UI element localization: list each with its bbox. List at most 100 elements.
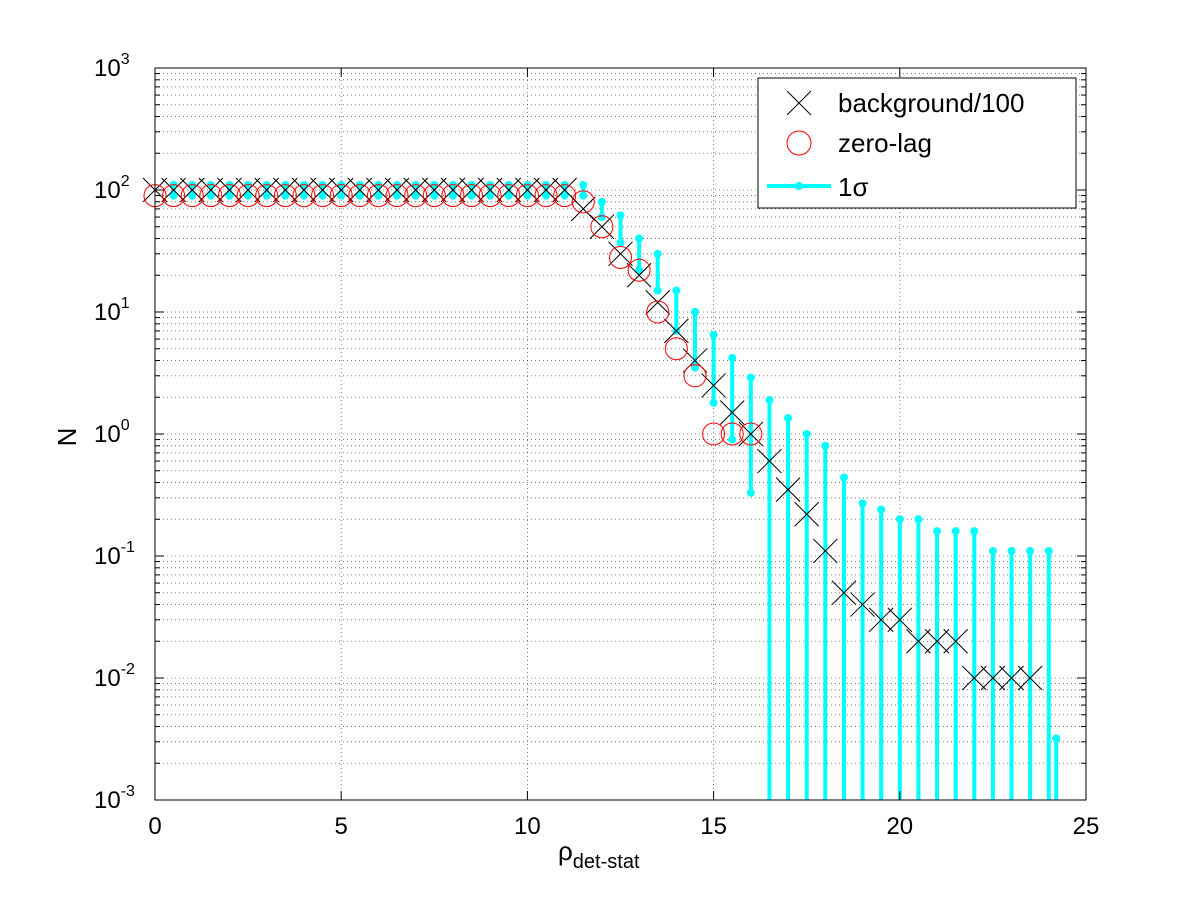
- sigma-lower-point: [728, 435, 737, 444]
- x-axis-label: ρdet-stat: [558, 836, 640, 873]
- background-point: [645, 289, 671, 315]
- background-point: [850, 592, 875, 617]
- sigma-upper-point: [821, 441, 830, 450]
- background-point-stroke: [831, 580, 857, 606]
- sigma-upper-point: [784, 414, 793, 423]
- y-tick-label: 10-3: [94, 783, 135, 814]
- sigma-lower-point: [504, 191, 513, 200]
- sigma-upper-point: [1052, 734, 1061, 743]
- background-series: [142, 177, 1043, 691]
- sigma-upper-point: [597, 197, 606, 206]
- background-point-stroke: [1017, 665, 1043, 691]
- background-point: [570, 196, 596, 222]
- background-point-stroke: [961, 665, 987, 691]
- zero-lag-point: [404, 184, 428, 208]
- sigma-upper-point: [858, 499, 867, 508]
- background-point-stroke: [701, 373, 726, 398]
- sigma-upper-point: [728, 353, 737, 362]
- sigma-upper-point: [970, 527, 979, 536]
- background-point-stroke: [980, 665, 1006, 691]
- sigma-lower-point: [542, 191, 551, 200]
- y-tick-label: 103: [94, 51, 130, 82]
- zero-lag-point: [571, 190, 595, 214]
- y-tick-label-base: 10: [94, 665, 121, 692]
- zero-lag-point: [553, 184, 577, 208]
- zero-lag-point: [460, 184, 484, 208]
- sigma-upper-point: [1026, 546, 1035, 555]
- sigma-upper-point: [690, 308, 699, 316]
- y-tick-label-base: 10: [94, 55, 121, 82]
- sigma-lower-point: [411, 191, 420, 200]
- background-point-stroke: [812, 538, 838, 564]
- background-point: [664, 318, 689, 344]
- sigma-lower-point: [355, 191, 364, 200]
- background-point-stroke: [757, 448, 782, 474]
- sigma-upper-point: [616, 211, 625, 220]
- background-point-stroke: [664, 318, 689, 344]
- zero-lag-point: [385, 184, 409, 208]
- background-point: [924, 628, 950, 654]
- y-tick-label-base: 10: [94, 787, 121, 814]
- sigma-lower-point: [635, 266, 644, 275]
- background-point: [980, 665, 1006, 691]
- y-tick-label: 10-1: [94, 539, 135, 570]
- sigma-lower-point: [318, 191, 327, 200]
- zero-lag-series: [143, 184, 763, 446]
- background-point: [626, 262, 652, 288]
- zero-lag-point: [255, 184, 279, 208]
- sigma-upper-point: [877, 505, 886, 514]
- sigma-upper-point: [933, 527, 942, 536]
- legend-marker-sigma: [767, 182, 831, 190]
- y-tick-label-base: 10: [94, 421, 121, 448]
- zero-lag-point: [292, 184, 316, 208]
- sigma-upper-point: [895, 515, 904, 524]
- zero-lag-point: [366, 184, 390, 208]
- zero-lag-point: [627, 258, 651, 282]
- sigma-upper-point: [988, 546, 997, 555]
- sigma-lower-point: [281, 191, 290, 200]
- background-point: [1017, 665, 1043, 691]
- background-point-stroke: [645, 289, 671, 315]
- y-tick-label: 101: [94, 295, 130, 326]
- background-point: [999, 665, 1024, 691]
- sigma-lower-point: [244, 191, 253, 200]
- sigma-upper-point: [746, 373, 755, 382]
- zero-lag-point: [273, 184, 297, 208]
- background-point-stroke: [794, 501, 820, 527]
- axis-ticks: [154, 67, 1087, 801]
- x-tick-label: 20: [886, 813, 913, 840]
- y-tick-label-base: 10: [94, 543, 121, 570]
- legend-marker-zero-lag: [786, 130, 812, 156]
- zero-lag-point: [534, 184, 558, 208]
- sigma-lower-point: [225, 191, 234, 200]
- zero-lag-point: [329, 184, 353, 208]
- y-tick-label-exponent: 0: [121, 417, 130, 434]
- zero-lag-point: [702, 422, 726, 446]
- legend-label-zero-lag: zero-lag: [838, 128, 932, 158]
- x-tick-labels: 0 5 10 15 20 25: [148, 813, 1099, 840]
- zero-lag-point: [646, 300, 670, 324]
- sigma-lower-point: [486, 191, 495, 200]
- background-point-stroke: [775, 477, 801, 502]
- sigma-lower-point: [188, 191, 197, 200]
- zero-lag-point: [478, 184, 502, 208]
- sigma-lower-point: [690, 363, 699, 372]
- zero-lag-point: [311, 184, 335, 208]
- sigma-lower-point: [299, 191, 308, 200]
- zero-lag-point: [664, 337, 688, 361]
- zero-lag-point: [683, 364, 707, 388]
- legend-marker-background: [786, 90, 812, 116]
- sigma-lower-point: [523, 191, 532, 200]
- y-tick-label-exponent: -2: [121, 661, 135, 678]
- legend: background/100 zero-lag 1σ: [757, 77, 1077, 209]
- sigma-lower-point: [746, 488, 755, 497]
- zero-lag-point: [422, 184, 446, 208]
- zero-lag-point: [739, 422, 763, 446]
- sigma-upper-point: [635, 234, 644, 243]
- background-point-stroke: [868, 607, 894, 633]
- sigma-upper-point: [839, 473, 848, 482]
- background-point: [943, 628, 969, 654]
- zero-lag-point: [180, 184, 204, 208]
- sigma-upper-point: [951, 527, 960, 536]
